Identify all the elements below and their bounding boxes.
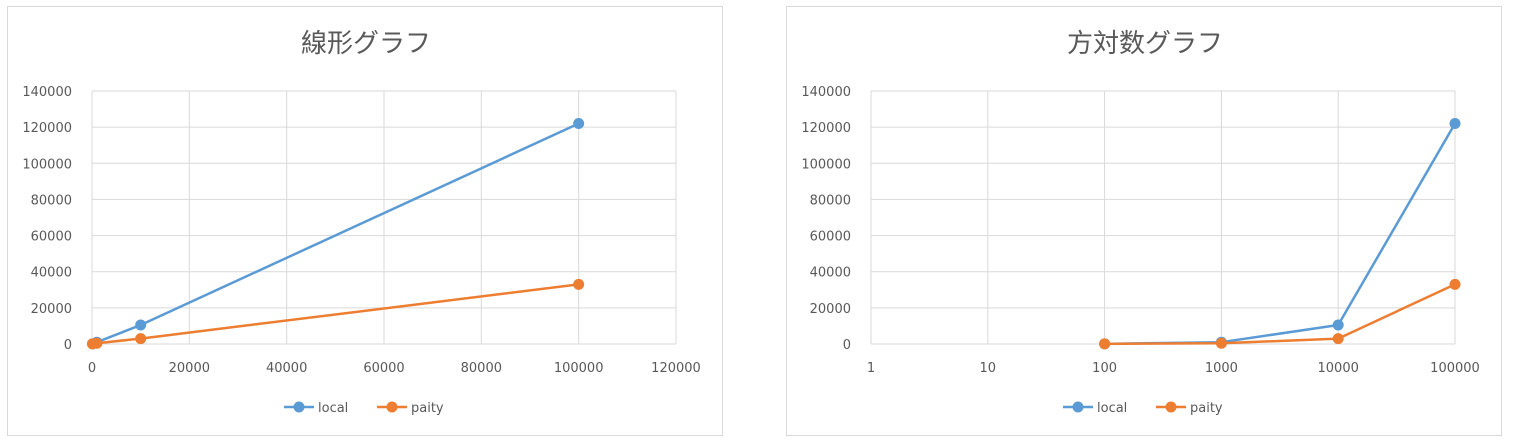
log-chart: 方対数グラフ 0 20000 40000 60000 80000 100000 120000 1…	[801, 29, 1480, 416]
data-point-paity	[1449, 278, 1461, 290]
data-point-paity	[91, 337, 103, 349]
series-line-local	[1104, 122, 1457, 346]
x-tick-label: 120000	[651, 361, 701, 376]
x-tick-label: 100000	[1430, 361, 1480, 376]
data-point-local	[135, 319, 147, 331]
chart-title: 方対数グラフ	[1067, 29, 1223, 59]
data-point-local	[1449, 118, 1461, 130]
legend-item-paity: paity	[1156, 401, 1223, 416]
y-tick-label: 60000	[810, 230, 851, 245]
x-tick-label: 20000	[169, 361, 210, 376]
x-tick-label: 40000	[266, 361, 307, 376]
x-tick-label: 100	[1092, 361, 1117, 376]
y-tick-label: 60000	[31, 230, 72, 245]
y-tick-label: 40000	[31, 266, 72, 281]
legend-label: local	[318, 401, 348, 416]
y-tick-label: 120000	[22, 121, 72, 136]
legend-item-local: local	[1063, 401, 1127, 416]
data-point-paity	[1099, 338, 1111, 350]
chart-title: 線形グラフ	[301, 29, 431, 59]
legend-item-local: local	[284, 401, 348, 416]
legend-item-paity: paity	[377, 401, 444, 416]
y-tick-label: 140000	[801, 85, 851, 100]
y-tick-label: 80000	[31, 193, 72, 208]
data-point-paity	[1215, 337, 1227, 349]
y-tick-label: 20000	[31, 302, 72, 317]
linear-chart: 線形グラフ 0 20000 40000 60000 80000 100000 120000 14…	[22, 29, 701, 416]
data-point-paity	[135, 333, 147, 345]
x-tick-label: 1000	[1205, 361, 1238, 376]
legend-marker	[386, 401, 398, 413]
x-tick-label: 0	[88, 361, 96, 376]
data-point-paity	[1332, 333, 1344, 345]
y-tick-label: 140000	[22, 85, 72, 100]
y-tick-label: 120000	[801, 121, 851, 136]
x-tick-label: 100000	[554, 361, 604, 376]
x-tick-label: 10	[980, 361, 997, 376]
legend-marker	[1072, 401, 1084, 413]
linear-chart-panel: 線形グラフ 0 20000 40000 60000 80000 100000 120000 14…	[7, 6, 723, 436]
y-tick-label: 100000	[22, 157, 72, 172]
y-tick-label: 0	[843, 338, 851, 353]
y-tick-label: 100000	[801, 157, 851, 172]
legend-label: paity	[411, 401, 444, 416]
x-tick-label: 80000	[461, 361, 502, 376]
y-tick-label: 20000	[810, 302, 851, 317]
data-point-paity	[573, 278, 585, 290]
data-point-local	[573, 118, 585, 130]
y-tick-label: 80000	[810, 193, 851, 208]
series-line-local	[92, 122, 580, 345]
log-chart-panel: 方対数グラフ 0 20000 40000 60000 80000 100000 120000 1…	[786, 6, 1502, 436]
series-line-paity	[1104, 283, 1456, 346]
y-tick-label: 0	[64, 338, 72, 353]
x-tick-label: 1	[867, 361, 875, 376]
y-tick-label: 40000	[810, 266, 851, 281]
x-tick-label: 10000	[1318, 361, 1359, 376]
legend-marker	[1165, 401, 1177, 413]
legend-label: paity	[1190, 401, 1223, 416]
x-tick-label: 60000	[363, 361, 404, 376]
data-point-local	[1332, 319, 1344, 331]
legend-label: local	[1097, 401, 1127, 416]
legend-marker	[293, 401, 305, 413]
